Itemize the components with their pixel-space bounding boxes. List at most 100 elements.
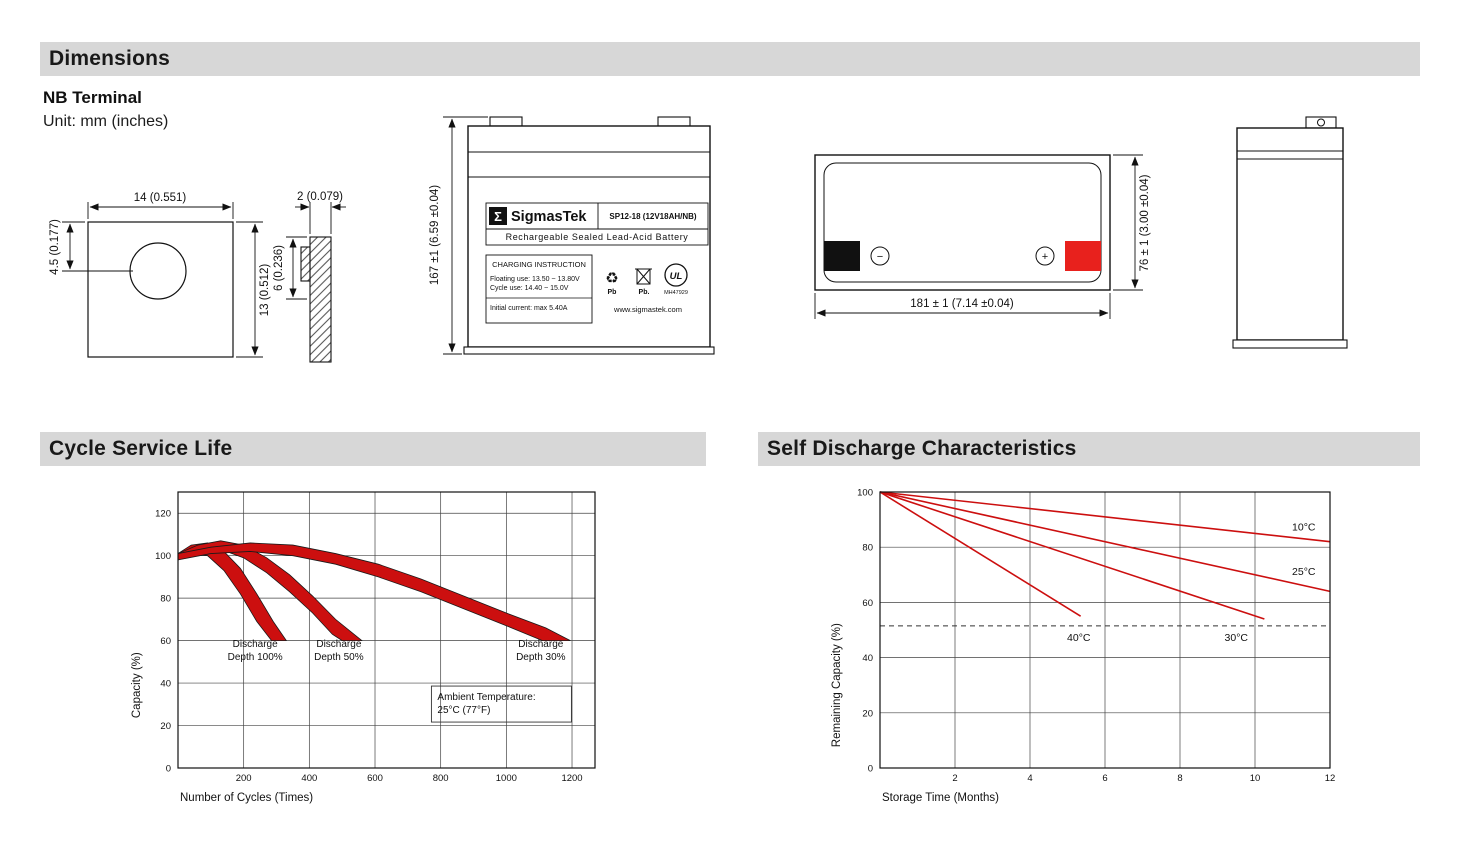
front-terminal-cap-right (657, 116, 691, 127)
sigma-glyph: Σ (494, 209, 502, 224)
plot-border (177, 491, 596, 769)
front-terminal-cap-left (489, 116, 523, 127)
terminal-front-dimension-lines (62, 202, 263, 358)
annotation-text: Depth 100% (228, 652, 283, 663)
charging-title: CHARGING INSTRUCTION (492, 260, 586, 269)
x-tick-label: 1000 (496, 773, 517, 784)
x-tick-label: 4 (1027, 773, 1032, 784)
terminal-front-view (87, 221, 234, 358)
line-30-c (879, 491, 1265, 620)
y-tick-label: 20 (862, 708, 873, 719)
terminal-side-dimension-lines (286, 202, 346, 300)
x-tick-label: 600 (367, 773, 383, 784)
x-tick-label: 10 (1250, 773, 1261, 784)
type-line: Rechargeable Sealed Lead-Acid Battery (506, 232, 689, 242)
section-title-cycle-life: Cycle Service Life (49, 437, 233, 460)
terminal-height-label: 13 (0.512) (259, 264, 271, 317)
section-header-self-discharge: Self Discharge Characteristics (758, 432, 1420, 466)
y-axis-label: Remaining Capacity (%) (831, 623, 843, 747)
sigma-logo-icon (489, 207, 507, 225)
terminal-hole-offset-label: 4.5 (0.177) (49, 219, 61, 275)
cycle-service-life-chart: 200 400 600 800 1000 1200 0 20 40 60 80 100 120 Numbe… (90, 470, 650, 835)
mh-code: MH47929 (664, 290, 688, 296)
battery-case (467, 125, 711, 348)
x-tick-label: 8 (1177, 773, 1182, 784)
cycle-service-life-svg: 200 400 600 800 1000 1200 0 20 40 60 80 100 120 Numbe… (131, 491, 596, 804)
annotation-text: Discharge (316, 639, 361, 650)
dimension-drawings: 14 (0.551) 4.5 (0.177) 13 (0.512) 2 (0.0… (49, 116, 1348, 363)
series-label: 40°C (1067, 632, 1091, 644)
battery-height-dimension (443, 116, 488, 355)
brand-text: SigmasTek (511, 209, 587, 225)
band-discharge-depth-30- (177, 542, 571, 642)
y-tick-label: 100 (155, 551, 171, 562)
x-axis-label: Number of Cycles (Times) (180, 792, 313, 804)
x-tick-label: 400 (301, 773, 317, 784)
series-label: 30°C (1225, 632, 1249, 644)
terminal-tab-height-label: 6 (0.236) (273, 245, 285, 291)
battery-depth-dimension (1113, 154, 1143, 291)
annotation-text: Depth 50% (314, 652, 364, 663)
charging-line-2: Cycle use: 14.40 ~ 15.0V (490, 285, 569, 292)
terminal-width-label: 14 (0.551) (134, 192, 187, 204)
terminal-thickness-label: 2 (0.079) (297, 191, 343, 203)
section-title-self-discharge: Self Discharge Characteristics (767, 437, 1077, 460)
y-tick-label: 60 (160, 636, 171, 647)
nb-terminal-subtitle: NB Terminal (43, 88, 142, 107)
battery-depth-label: 76 ± 1 (3.00 ±0.04) (1139, 174, 1151, 271)
y-tick-label: 80 (160, 594, 171, 605)
line-10-c (879, 491, 1331, 543)
section-title-dimensions: Dimensions (49, 47, 171, 70)
recycle-icon: ♻ (605, 270, 618, 287)
x-tick-label: 2 (952, 773, 957, 784)
website-text: www.sigmastek.com (613, 305, 682, 314)
battery-label: Σ SigmasTek SP12-18 (12V18AH/NB) Recharg… (485, 202, 709, 246)
annotation-text: Discharge (233, 639, 278, 650)
x-tick-label: 12 (1325, 773, 1336, 784)
unit-note: Unit: mm (inches) (43, 113, 169, 130)
pb-label: Pb (608, 289, 617, 296)
series-label: 25°C (1292, 566, 1316, 578)
y-tick-label: 40 (160, 679, 171, 690)
model-text: SP12-18 (12V18AH/NB) (609, 212, 696, 221)
charging-line-1: Floating use: 13.50 ~ 13.80V (490, 276, 580, 283)
annotation-text: Depth 30% (516, 652, 566, 663)
y-tick-label: 40 (862, 653, 873, 664)
section-header-dimensions: Dimensions (40, 42, 1420, 76)
x-tick-label: 800 (433, 773, 449, 784)
battery-label-icons: ♻ Pb Pb. UL MH47929 www.sigmastek.com (605, 263, 688, 314)
negative-terminal (824, 241, 860, 271)
y-tick-label: 100 (857, 488, 873, 499)
ul-icon: UL (664, 263, 688, 287)
line-25-c (879, 491, 1331, 593)
annotation-text: Ambient Temperature: (437, 692, 535, 703)
y-tick-label: 0 (868, 764, 873, 775)
minus-symbol: − (877, 251, 883, 263)
x-tick-label: 1200 (561, 773, 582, 784)
y-tick-label: 0 (166, 764, 171, 775)
battery-side-view (1232, 116, 1348, 349)
section-header-cycle-life: Cycle Service Life (40, 432, 706, 466)
pb2-label: Pb. (639, 289, 650, 296)
terminal-side-view (300, 236, 332, 363)
battery-base (463, 346, 715, 355)
annotation-text: Discharge (518, 639, 563, 650)
line-40-c (879, 491, 1082, 617)
y-tick-label: 80 (862, 543, 873, 554)
x-tick-label: 200 (236, 773, 252, 784)
battery-top-view: − + (814, 154, 1111, 291)
y-tick-label: 60 (862, 598, 873, 609)
terminal-hole (129, 242, 187, 300)
y-axis-label: Capacity (%) (131, 652, 143, 718)
series-label: 10°C (1292, 522, 1316, 534)
positive-terminal (1065, 241, 1101, 271)
annotation-box (430, 685, 572, 723)
y-tick-label: 120 (155, 509, 171, 520)
battery-front-view (463, 116, 715, 355)
battery-width-label: 181 ± 1 (7.14 ±0.04) (910, 298, 1014, 310)
plot-border (879, 491, 1331, 769)
charging-line-3: Initial current: max 5.40A (490, 305, 568, 312)
y-tick-label: 20 (160, 721, 171, 732)
annotation-text: 25°C (77°F) (437, 705, 490, 716)
self-discharge-chart: 10°C 25°C 30°C 40°C 2 4 6 8 10 12 0 20 40 60 80 100 Stor… (790, 470, 1390, 835)
